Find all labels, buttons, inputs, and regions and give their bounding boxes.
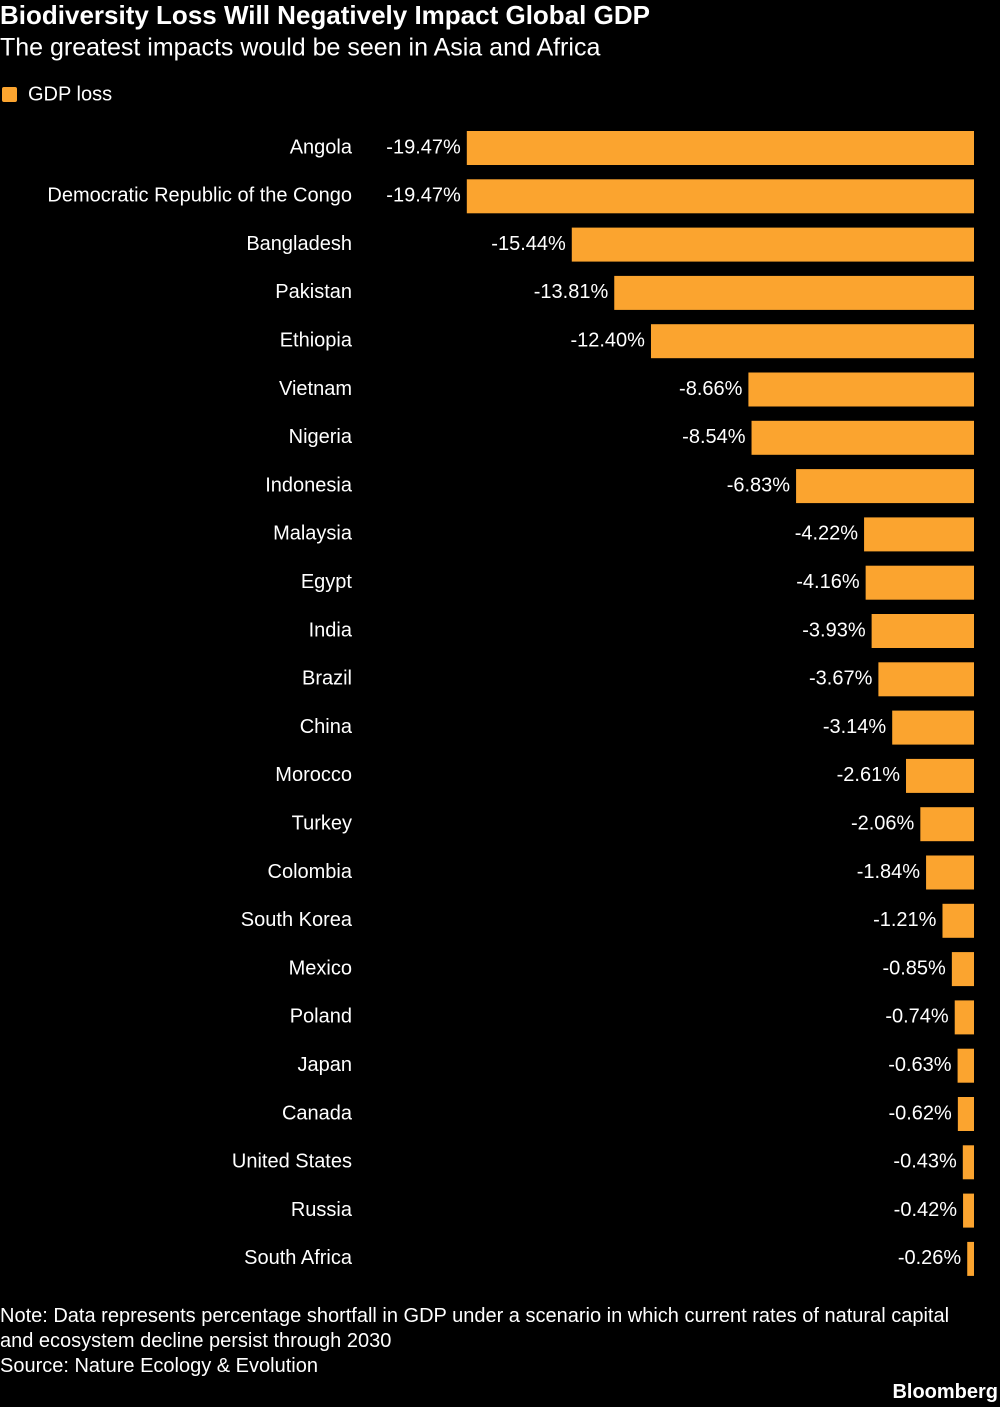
bar: [926, 855, 974, 890]
category-label: Mexico: [289, 957, 352, 979]
category-label: Ethiopia: [280, 329, 353, 351]
value-label: -3.93%: [802, 619, 866, 641]
legend-label: GDP loss: [28, 83, 112, 105]
value-label: -4.16%: [796, 571, 860, 593]
bar: [906, 758, 974, 793]
value-label: -0.42%: [894, 1199, 958, 1221]
bar: [957, 1048, 974, 1083]
bar: [864, 517, 974, 552]
category-label: Angola: [290, 136, 353, 158]
category-label: Egypt: [301, 571, 353, 593]
category-label: Russia: [291, 1199, 353, 1221]
value-label: -0.26%: [898, 1247, 962, 1269]
bar: [466, 131, 974, 165]
bar: [751, 420, 974, 455]
bar: [571, 227, 974, 262]
value-label: -1.84%: [857, 861, 921, 883]
chart-title: Biodiversity Loss Will Negatively Impact…: [0, 0, 650, 30]
category-label: Nigeria: [289, 426, 353, 448]
chart: Biodiversity Loss Will Negatively Impact…: [0, 0, 974, 1276]
note: Note: Data represents percentage shortfa…: [0, 1305, 950, 1352]
value-label: -13.81%: [534, 281, 609, 303]
chart-subtitle: The greatest impacts would be seen in As…: [0, 34, 600, 62]
bar: [748, 372, 974, 407]
bar: [920, 807, 974, 842]
bar: [942, 903, 974, 938]
category-label: Turkey: [292, 812, 352, 834]
bar: [951, 952, 974, 987]
value-label: -0.74%: [885, 1006, 949, 1028]
bar: [871, 614, 974, 648]
source: Source: Nature Ecology & Evolution: [0, 1355, 318, 1377]
value-label: -0.62%: [888, 1102, 952, 1124]
value-label: -8.54%: [682, 426, 746, 448]
value-label: -2.06%: [851, 812, 915, 834]
value-label: -19.47%: [386, 136, 461, 158]
value-label: -12.40%: [570, 329, 645, 351]
category-label: Colombia: [268, 861, 353, 883]
category-label: Morocco: [275, 764, 352, 786]
bar: [962, 1145, 974, 1180]
category-label: United States: [232, 1151, 352, 1173]
value-label: -3.14%: [823, 716, 887, 738]
category-label: Pakistan: [275, 281, 352, 303]
legend-swatch: [2, 87, 17, 102]
value-label: -1.21%: [873, 909, 937, 931]
category-label: Japan: [298, 1054, 353, 1076]
value-label: -0.63%: [888, 1054, 952, 1076]
value-label: -4.22%: [795, 523, 859, 545]
category-label: Democratic Republic of the Congo: [47, 185, 352, 207]
category-label: South Korea: [241, 909, 353, 931]
value-label: -8.66%: [679, 378, 743, 400]
bar: [865, 565, 974, 600]
value-label: -0.85%: [882, 957, 946, 979]
value-label: -6.83%: [727, 474, 791, 496]
category-label: Indonesia: [265, 474, 353, 496]
category-label: China: [300, 716, 353, 738]
bar: [957, 1097, 974, 1131]
value-label: -19.47%: [386, 185, 461, 207]
category-label: Brazil: [302, 668, 352, 690]
credit: Bloomberg: [892, 1381, 998, 1403]
category-label: Bangladesh: [246, 233, 352, 255]
category-label: Canada: [282, 1102, 353, 1124]
category-label: India: [309, 619, 353, 641]
category-label: Poland: [290, 1006, 352, 1028]
bar: [954, 1000, 974, 1035]
bar: [878, 662, 974, 697]
bar: [892, 710, 974, 745]
bar: [967, 1241, 974, 1276]
bar: [614, 275, 974, 310]
bar: [650, 324, 974, 359]
category-label: Vietnam: [279, 378, 352, 400]
value-label: -3.67%: [809, 668, 873, 690]
category-label: Malaysia: [273, 523, 353, 545]
bar: [963, 1193, 974, 1228]
value-label: -15.44%: [491, 233, 566, 255]
bar: [796, 469, 974, 504]
value-label: -2.61%: [837, 764, 901, 786]
value-label: -0.43%: [893, 1151, 957, 1173]
category-label: South Africa: [244, 1247, 353, 1269]
bar: [466, 179, 974, 214]
